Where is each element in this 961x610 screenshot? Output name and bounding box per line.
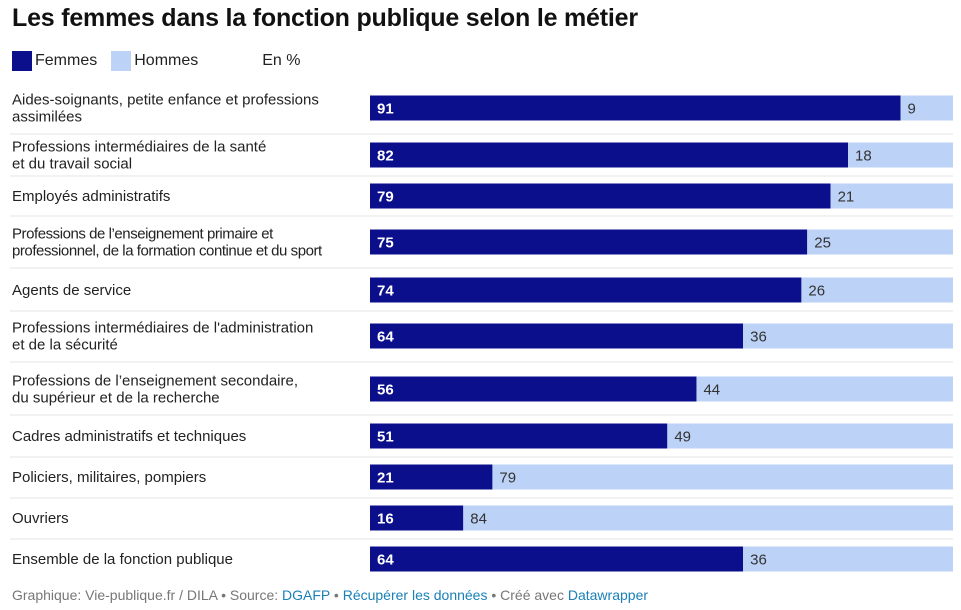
chart-footer: Graphique: Vie-publique.fr / DILA • Sour… [12, 587, 648, 603]
data-label-hommes: 36 [750, 552, 767, 569]
category-label: Professions de l’enseignement secondaire… [12, 373, 298, 407]
legend-label-femmes: Femmes [35, 52, 98, 69]
footer-credit: Graphique: Vie-publique.fr / DILA • Sour… [12, 587, 283, 603]
data-label-hommes: 49 [674, 429, 691, 446]
datawrapper-link[interactable]: Datawrapper [567, 587, 649, 603]
bar-femmes [370, 423, 668, 449]
data-label-femmes: 56 [377, 382, 394, 399]
category-label: Ouvriers [12, 510, 69, 527]
footer-created-with: • Créé avec [487, 587, 568, 603]
category-label: Agents de service [12, 282, 131, 299]
bar-hommes [900, 95, 953, 121]
category-label: Cadres administratifs et techniques [12, 428, 246, 445]
bar-hommes [743, 323, 953, 349]
data-label-femmes: 79 [377, 189, 394, 206]
data-label-femmes: 21 [377, 470, 394, 487]
source-link[interactable]: DGAFP [282, 587, 331, 603]
legend-item-hommes: Hommes [111, 51, 198, 71]
data-label-femmes: 74 [377, 283, 394, 300]
bar-hommes [463, 505, 953, 531]
data-label-hommes: 84 [470, 511, 487, 528]
bar-femmes [370, 464, 493, 490]
data-label-femmes: 64 [377, 552, 394, 569]
category-label: Professions intermédiaires de l'administ… [12, 320, 313, 354]
data-label-femmes: 91 [377, 101, 394, 118]
legend-swatch-hommes [111, 51, 132, 71]
bar-hommes [807, 229, 953, 255]
bar-hommes [667, 423, 953, 449]
chart-title: Les femmes dans la fonction publique sel… [12, 4, 638, 32]
bar-hommes [743, 546, 953, 572]
bar-femmes [370, 277, 802, 303]
bar-hommes [848, 142, 953, 168]
data-label-hommes: 26 [808, 283, 825, 300]
data-label-hommes: 21 [838, 189, 855, 206]
bar-femmes [370, 142, 849, 168]
bar-femmes [370, 546, 744, 572]
bar-hommes [492, 464, 953, 490]
footer-separator: • [330, 587, 343, 603]
category-label: Employés administratifs [12, 188, 170, 205]
category-label: Professions intermédiaires de la santé et… [12, 139, 266, 173]
bar-femmes [370, 323, 744, 349]
bar-hommes [830, 183, 953, 209]
bar-femmes [370, 376, 697, 402]
data-label-hommes: 79 [499, 470, 516, 487]
bar-femmes [370, 229, 808, 255]
bar-femmes [370, 505, 464, 531]
category-label: Aides-soignants, petite enfance et profe… [12, 92, 319, 126]
legend: Femmes Hommes En % [12, 51, 301, 71]
category-label: Policiers, militaires, pompiers [12, 469, 206, 486]
legend-item-femmes: Femmes [12, 51, 97, 71]
data-label-femmes: 51 [377, 429, 394, 446]
data-label-hommes: 25 [814, 235, 831, 252]
bar-hommes [801, 277, 953, 303]
category-label: Professions de l’enseignement primaire e… [12, 226, 323, 260]
stacked-bar-chart: Aides-soignants, petite enfance et profe… [10, 92, 953, 572]
data-label-femmes: 64 [377, 329, 394, 346]
data-label-femmes: 75 [377, 235, 394, 252]
data-label-femmes: 82 [377, 148, 394, 165]
legend-label-hommes: Hommes [134, 52, 199, 69]
data-label-hommes: 44 [703, 382, 720, 399]
data-label-hommes: 36 [750, 329, 767, 346]
download-data-link[interactable]: Récupérer les données [342, 587, 488, 603]
unit-label: En % [262, 52, 301, 69]
legend-swatch-femmes [12, 51, 32, 71]
bar-femmes [370, 95, 901, 121]
bar-femmes [370, 183, 831, 209]
bar-hommes [696, 376, 953, 402]
category-label: Ensemble de la fonction publique [12, 551, 233, 568]
data-label-hommes: 9 [908, 101, 916, 118]
data-label-femmes: 16 [377, 511, 394, 528]
data-label-hommes: 18 [855, 148, 872, 165]
